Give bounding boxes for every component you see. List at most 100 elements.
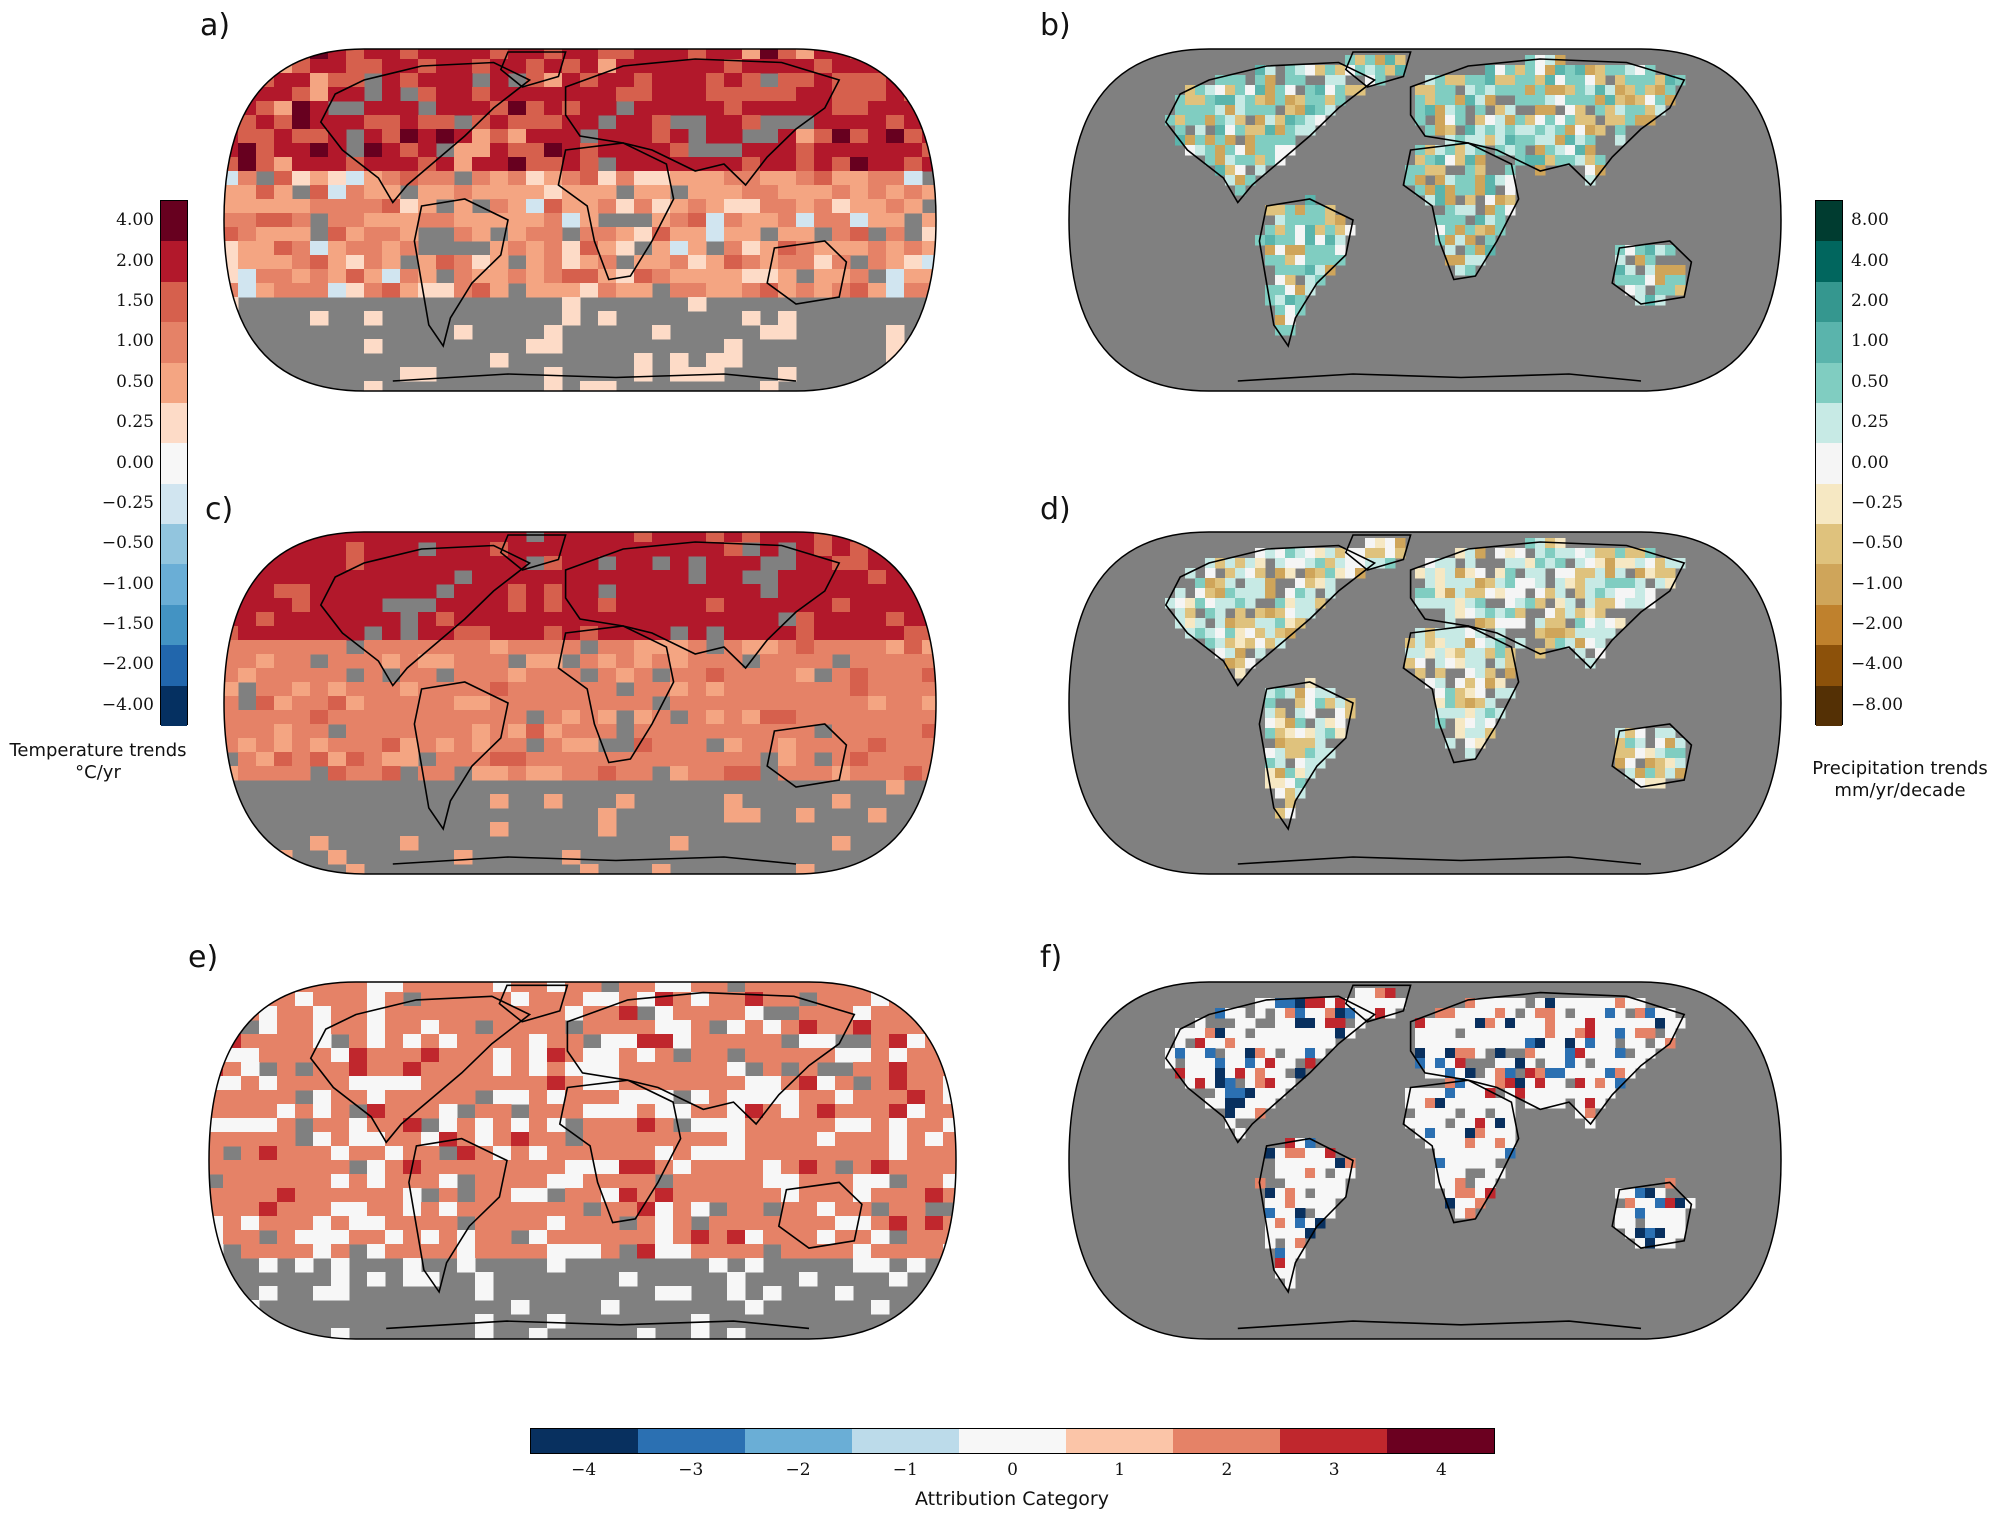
map-grid-cell [1505,1108,1516,1119]
map-grid-cell [832,710,851,725]
map-grid-cell [400,752,419,767]
map-grid-cell [310,738,329,753]
map-grid-cell [508,626,527,641]
map-grid-cell [688,710,707,725]
map-grid-cell [1325,215,1336,226]
map-grid-cell [403,982,422,993]
map-grid-cell [634,682,653,697]
map-grid-cell [1275,205,1286,216]
map-grid-cell [310,570,329,585]
map-grid-cell [1655,105,1666,116]
map-grid-cell [436,654,455,669]
map-grid-cell [637,992,656,1007]
map-grid-cell [724,283,743,298]
map-grid-cell [256,241,275,256]
map-grid-cell [1505,598,1516,609]
map-grid-cell [1245,618,1256,629]
map-grid-cell [1465,588,1476,599]
map-grid-cell [724,724,743,739]
map-grid-cell [313,1020,332,1035]
map-grid-cell [385,1132,404,1147]
map-grid-cell [1435,85,1446,96]
map-grid-cell [511,1216,530,1231]
map-grid-cell [1505,195,1516,206]
map-grid-cell [472,532,491,543]
map-grid-cell [562,682,581,697]
map-grid-cell [688,612,707,627]
map-grid-cell [421,1034,440,1049]
map-grid-cell [349,1062,368,1077]
map-grid-cell [1525,95,1536,106]
map-grid-cell [526,339,545,354]
map-grid-cell [421,1216,440,1231]
map-grid-cell [742,185,761,200]
map-grid-cell [637,1146,656,1161]
map-grid-cell [382,283,401,298]
map-grid-cell [868,626,887,641]
map-grid-cell [1545,998,1556,1009]
map-grid-cell [1585,1098,1596,1109]
map-grid-cell [490,654,509,669]
map-grid-cell [1425,678,1436,689]
map-grid-cell [1205,1048,1216,1059]
map-grid-cell [742,73,761,88]
map-grid-cell [1275,608,1286,619]
map-grid-cell [619,1230,638,1245]
map-grid-cell [1555,558,1566,569]
map-grid-cell [1455,185,1466,196]
map-grid-cell [1445,1128,1456,1139]
map-grid-cell [292,766,311,781]
map-grid-cell [1245,588,1256,599]
map-grid-cell [868,682,887,697]
map-grid-cell [1585,1068,1596,1079]
map-grid-cell [670,836,689,851]
map-grid-cell [1295,1048,1306,1059]
map-grid-cell [1655,1188,1666,1199]
map-grid-cell [1265,65,1276,76]
map-grid-cell [1285,1148,1296,1159]
map-grid-cell [1265,1098,1276,1109]
map-grid-cell [256,129,275,144]
map-grid-cell [724,794,743,809]
map-grid-cell [814,570,833,585]
map-grid-cell [1655,275,1666,286]
map-grid-cell [508,668,527,683]
map-grid-cell [418,255,437,270]
map-grid-cell [904,752,923,767]
map-grid-cell [277,1090,296,1105]
map-grid-cell [673,1076,692,1091]
map-grid-cell [886,283,905,298]
map-grid-cell [1265,998,1276,1009]
map-grid-cell [511,1244,530,1259]
map-grid-cell [817,1188,836,1203]
map-grid-cell [400,129,419,144]
map-grid-cell [799,1244,818,1259]
map-grid-cell [382,157,401,172]
map-grid-cell [367,1230,386,1245]
map-grid-cell [655,982,674,993]
map-grid-cell [1455,1038,1466,1049]
map-grid-cell [1225,75,1236,86]
map-grid-cell [526,283,545,298]
map-grid-cell [850,654,869,669]
map-grid-cell [364,101,383,116]
map-grid-cell [1265,225,1276,236]
map-grid-cell [1215,648,1226,659]
map-grid-cell [580,696,599,711]
map-grid-cell [331,1244,350,1259]
map-grid-cell [277,1006,296,1021]
map-grid-cell [1465,125,1476,136]
map-grid-cell [886,367,905,382]
map-grid-cell [814,143,833,158]
map-grid-cell [868,556,887,571]
precipitation-colorbar-segment [1816,402,1842,444]
map-grid-cell [1445,125,1456,136]
map-grid-cell [634,171,653,186]
map-grid-cell [1485,225,1496,236]
map-grid-cell [727,1020,746,1035]
map-grid-cell [1475,165,1486,176]
map-grid-cell [439,1104,458,1119]
map-grid-cell [274,129,293,144]
map-grid-cell [418,532,437,543]
map-grid-cell [1485,1138,1496,1149]
